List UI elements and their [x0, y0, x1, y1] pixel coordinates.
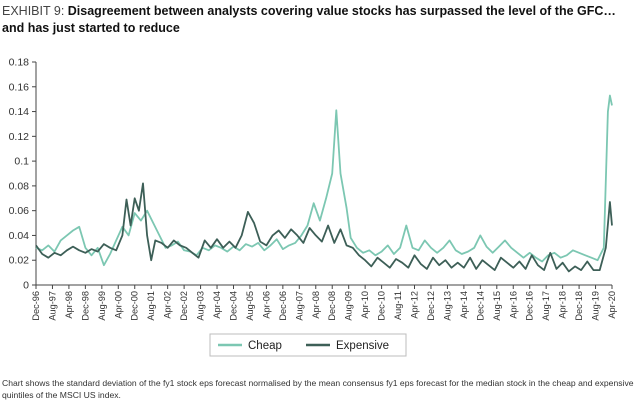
x-tick-label: Dec-04	[228, 291, 238, 321]
x-tick-label: Aug-05	[245, 291, 255, 321]
legend-label-cheap: Cheap	[248, 340, 282, 352]
series-line-cheap	[35, 94, 613, 267]
x-tick-label: Aug-11	[393, 291, 403, 320]
x-tick-label: Dec-18	[574, 291, 584, 321]
chart-title: Disagreement between analysts covering v…	[2, 4, 616, 35]
y-tick-label: 0.12	[9, 131, 30, 143]
x-tick-label: Dec-96	[31, 291, 41, 321]
x-tick-label: Apr-04	[212, 291, 222, 319]
x-tick-label: Apr-14	[459, 291, 469, 319]
x-tick-label: Apr-02	[163, 291, 173, 319]
x-tick-label: Apr-06	[261, 291, 271, 319]
x-tick-label: Aug-17	[541, 291, 551, 321]
x-tick-label: Apr-20	[607, 291, 617, 319]
x-tick-label: Aug-09	[344, 291, 354, 321]
x-tick-label: Dec-98	[80, 291, 90, 321]
x-tick-label: Aug-15	[492, 291, 502, 321]
series-line-expensive	[35, 182, 613, 273]
y-axis: 0 0.02 0.04 0.06 0.08 0.1 0.12 0.14 0.16 0.18	[9, 57, 37, 292]
y-tick-label: 0	[23, 280, 29, 292]
x-tick-label: Dec-16	[525, 291, 535, 321]
x-tick-label: Dec-14	[475, 291, 485, 321]
x-tick-label: Apr-12	[410, 291, 420, 319]
series-layer	[35, 94, 613, 273]
y-tick-label: 0.06	[9, 205, 30, 217]
x-tick-label: Aug-97	[47, 291, 57, 321]
x-tick-label: Aug-07	[294, 291, 304, 321]
x-tick-label: Aug-99	[97, 291, 107, 321]
y-tick-label: 0.1	[14, 156, 29, 168]
x-tick-label: Aug-01	[146, 291, 156, 321]
x-tick-label: Apr-98	[64, 291, 74, 319]
y-tick-label: 0.04	[9, 230, 30, 242]
x-tick-label: Apr-10	[360, 291, 370, 319]
x-tick-label: Apr-16	[508, 291, 518, 319]
x-tick-label: Dec-00	[130, 291, 140, 321]
x-tick-label: Dec-08	[327, 291, 337, 321]
exhibit-label: EXHIBIT 9:	[2, 4, 65, 18]
x-tick-label: Dec-02	[179, 291, 189, 321]
y-tick-label: 0.18	[9, 57, 30, 69]
x-tick-label: Apr-08	[311, 291, 321, 319]
legend-label-expensive: Expensive	[336, 340, 389, 352]
x-tick-label: Aug-03	[196, 291, 206, 321]
x-tick-label: Dec-12	[426, 291, 436, 321]
x-tick-label: Apr-00	[113, 291, 123, 319]
legend: Cheap Expensive	[209, 333, 407, 357]
x-tick-label: Dec-10	[377, 291, 387, 321]
y-tick-label: 0.14	[9, 106, 30, 118]
x-tick-label: Apr-18	[558, 291, 568, 319]
y-tick-label: 0.08	[9, 180, 30, 192]
x-axis: Dec-96 Aug-97 Apr-98 Dec-98 Aug-99 Apr-00 Dec-…	[31, 284, 617, 321]
y-tick-label: 0.16	[9, 81, 30, 93]
x-tick-label: Dec-06	[278, 291, 288, 321]
chart-header: EXHIBIT 9: Disagreement between analysts…	[2, 3, 638, 37]
y-tick-label: 0.02	[9, 255, 30, 267]
x-tick-label: Aug-13	[442, 291, 452, 321]
x-tick-label: Aug-19	[591, 291, 601, 321]
chart-footnote: Chart shows the standard deviation of th…	[2, 378, 634, 400]
line-chart: 0 0.02 0.04 0.06 0.08 0.1 0.12 0.14 0.16 0.18 Dec…	[9, 57, 617, 357]
